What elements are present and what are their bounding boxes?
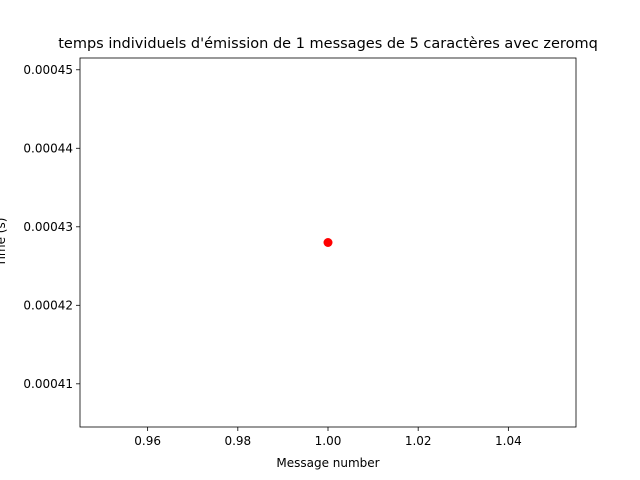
x-axis-ticks: 0.96 0.98 1.00 1.02 1.04 <box>134 427 522 448</box>
x-tick-label: 0.96 <box>134 434 161 448</box>
y-tick-label: 0.00043 <box>23 220 73 234</box>
data-point <box>323 238 333 247</box>
x-tick-label: 1.04 <box>495 434 522 448</box>
y-tick-label: 0.00042 <box>23 298 73 312</box>
data-points <box>323 238 333 247</box>
y-axis-label: Time (s) <box>0 218 8 268</box>
chart-title: temps individuels d'émission de 1 messag… <box>58 36 598 52</box>
y-axis-ticks: 0.00041 0.00042 0.00043 0.00044 0.00045 <box>23 63 80 391</box>
y-tick-label: 0.00044 <box>23 141 73 155</box>
x-tick-label: 1.02 <box>405 434 432 448</box>
y-tick-label: 0.00041 <box>23 377 73 391</box>
plot-area: 0.96 0.98 1.00 1.02 1.04 0.000410.000420.000… <box>23 57 577 448</box>
y-tick-label: 0.00045 <box>23 63 73 77</box>
plot-frame <box>79 57 577 428</box>
x-tick-label: 1.00 <box>315 434 342 448</box>
x-axis-label: Message number <box>276 456 379 470</box>
x-tick-label: 0.98 <box>224 434 251 448</box>
